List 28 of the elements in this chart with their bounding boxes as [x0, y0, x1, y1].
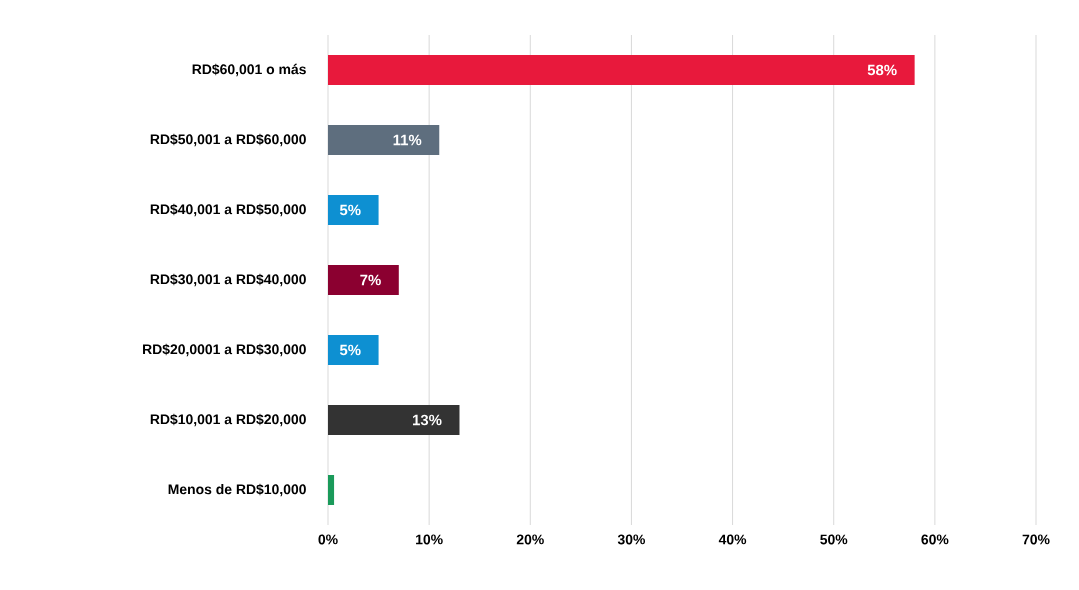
data-label: 11% [393, 134, 422, 146]
y-tick-label: RD$60,001 o más [192, 63, 306, 77]
x-tick-label: 70% [1022, 534, 1050, 545]
y-tick-label: RD$30,001 a RD$40,000 [150, 273, 306, 287]
x-tick-label: 60% [921, 534, 949, 545]
bar [328, 405, 460, 435]
y-tick-label: RD$10,001 a RD$20,000 [150, 413, 306, 427]
x-tick-label: 10% [416, 534, 443, 545]
x-tick-label: 40% [718, 534, 747, 545]
bar [328, 125, 440, 155]
y-tick-label: Menos de RD$10,000 [168, 483, 306, 497]
data-label: 58% [867, 64, 897, 76]
y-tick-label: RD$50,001 a RD$60,000 [150, 133, 306, 147]
y-tick-label: RD$40,001 a RD$50,000 [150, 203, 306, 217]
data-label: 5% [339, 204, 361, 216]
x-tick-label: 0% [318, 534, 338, 545]
bar [328, 195, 379, 225]
bar [328, 55, 915, 85]
data-label: 5% [339, 344, 361, 356]
data-label: 7% [360, 274, 381, 286]
bar [328, 475, 335, 505]
x-tick-label: 20% [516, 534, 544, 545]
y-tick-label: RD$20,0001 a RD$30,000 [143, 343, 306, 357]
x-tick-label: 50% [820, 534, 848, 545]
data-label: 13% [413, 414, 442, 426]
x-tick-label: 30% [617, 534, 646, 545]
bar [328, 265, 399, 295]
bar [328, 335, 379, 365]
